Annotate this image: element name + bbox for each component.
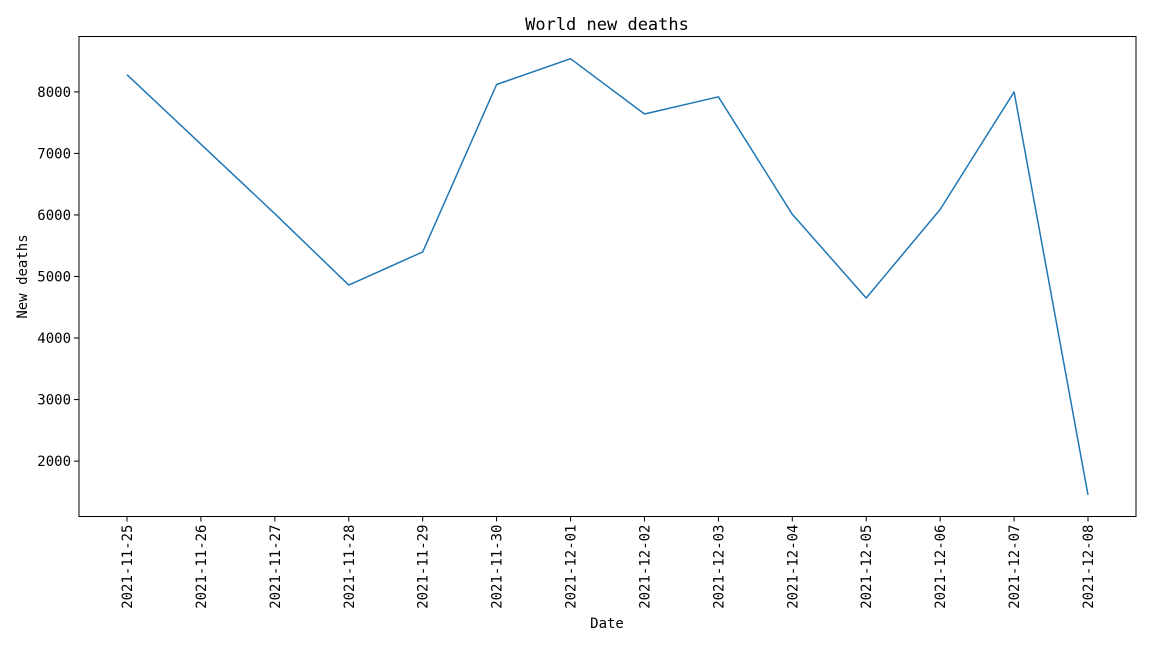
y-tick-label: 5000 — [37, 270, 71, 286]
y-tick-label: 6000 — [37, 208, 71, 224]
plot-area-frame — [78, 36, 1137, 517]
y-tick-label: 8000 — [37, 85, 71, 101]
series-line — [126, 57, 1089, 496]
y-tick-label: 4000 — [37, 331, 71, 347]
y-tick-label: 2000 — [37, 454, 71, 470]
x-tick-label: 2021-12-04 — [785, 525, 801, 609]
y-axis-label: New deaths — [15, 234, 31, 318]
x-tick-label: 2021-12-01 — [564, 525, 580, 609]
y-tick-label: 3000 — [37, 393, 71, 409]
x-tick-label: 2021-11-27 — [268, 525, 284, 609]
x-tick-label: 2021-11-25 — [120, 525, 136, 609]
x-tick-label: 2021-12-06 — [933, 524, 949, 608]
x-tick-label: 2021-12-05 — [859, 525, 875, 609]
x-tick-label: 2021-11-28 — [342, 525, 358, 609]
y-tick-label: 7000 — [37, 146, 71, 162]
x-tick-label: 2021-11-26 — [194, 525, 210, 609]
x-tick-label: 2021-11-30 — [490, 525, 506, 609]
y-axis: 2000 3000 4000 5000 6000 7000 8000 — [37, 85, 79, 470]
x-tick-label: 2021-12-08 — [1081, 525, 1097, 609]
x-tick-label: 2021-12-03 — [711, 525, 727, 609]
x-axis-label: Date — [590, 616, 624, 632]
x-tick-label: 2021-12-02 — [637, 525, 653, 609]
x-tick-label: 2021-11-29 — [416, 525, 432, 609]
x-tick-label: 2021-12-07 — [1007, 525, 1023, 609]
x-axis: 2021-11-25 2021-11-26 2021-11-27 2021-11-28… — [120, 516, 1097, 609]
series-layer — [126, 57, 1089, 496]
chart-title: World new deaths — [525, 15, 689, 35]
